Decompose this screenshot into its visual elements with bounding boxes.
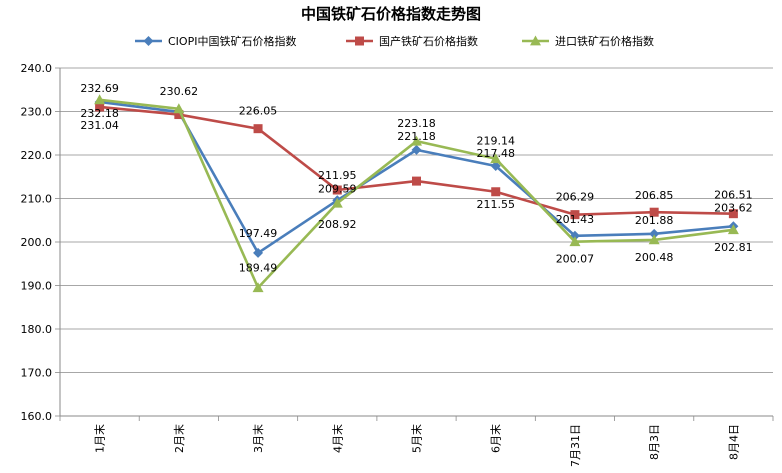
data-label: 232.18 bbox=[80, 107, 119, 120]
data-label: 221.18 bbox=[397, 130, 436, 143]
data-label: 200.07 bbox=[556, 253, 595, 266]
data-label: 219.14 bbox=[476, 135, 515, 148]
y-tick-label: 180.0 bbox=[21, 323, 53, 336]
data-label: 223.18 bbox=[397, 117, 436, 130]
chart-title: 中国铁矿石价格指数走势图 bbox=[301, 5, 481, 23]
data-point-square bbox=[412, 176, 421, 186]
data-point-square bbox=[570, 210, 580, 220]
data-labels: 232.18 197.49 209.59 221.18 217.48 201.43 201.… bbox=[80, 82, 752, 275]
data-point-triangle bbox=[490, 153, 502, 164]
y-tick-label: 220.0 bbox=[21, 149, 53, 162]
data-label: 211.95 bbox=[318, 169, 357, 182]
x-tick-label: 7月31日 bbox=[569, 424, 582, 467]
legend: CIOPI中国铁矿石价格指数 国产铁矿石价格指数 进口铁矿石价格指数 bbox=[135, 34, 654, 48]
data-label: 202.81 bbox=[714, 241, 753, 254]
data-point-diamond bbox=[143, 36, 154, 46]
data-label: 206.29 bbox=[556, 191, 595, 204]
data-point-square bbox=[174, 110, 184, 120]
legend-label: CIOPI中国铁矿石价格指数 bbox=[168, 34, 296, 48]
y-tick-label: 210.0 bbox=[21, 193, 53, 206]
series-layer bbox=[94, 94, 739, 293]
data-point-triangle bbox=[331, 197, 343, 208]
data-label: 189.49 bbox=[239, 262, 278, 275]
data-label: 232.69 bbox=[80, 82, 119, 95]
legend-label: 进口铁矿石价格指数 bbox=[555, 34, 654, 48]
data-label: 230.62 bbox=[160, 85, 199, 98]
x-tick-label: 2月末 bbox=[172, 424, 186, 453]
x-tick-label: 8月3日 bbox=[648, 424, 661, 460]
data-point-square bbox=[649, 207, 659, 217]
y-tick-label: 190.0 bbox=[21, 280, 53, 293]
data-label: 201.88 bbox=[635, 214, 674, 227]
data-point-triangle bbox=[252, 282, 264, 293]
data-label: 208.92 bbox=[318, 218, 357, 231]
x-tick-label: 5月末 bbox=[410, 424, 424, 453]
data-point-triangle bbox=[569, 236, 581, 247]
y-tick-label: 160.0 bbox=[21, 410, 53, 423]
data-point-triangle bbox=[530, 35, 541, 46]
y-tick-label: 230.0 bbox=[21, 106, 53, 119]
data-label: 197.49 bbox=[239, 227, 278, 240]
data-label: 201.43 bbox=[556, 213, 595, 226]
data-label: 209.59 bbox=[318, 182, 357, 195]
data-point-triangle bbox=[173, 103, 185, 114]
data-label: 211.55 bbox=[476, 198, 515, 211]
legend-label: 国产铁矿石价格指数 bbox=[379, 34, 478, 48]
data-point-diamond bbox=[253, 247, 264, 258]
x-tick-label: 8月4日 bbox=[727, 424, 740, 460]
data-point-diamond bbox=[411, 144, 422, 155]
x-tick-label: 4月末 bbox=[330, 424, 344, 453]
data-point-square bbox=[95, 102, 105, 112]
data-point-triangle bbox=[411, 135, 422, 146]
data-point-diamond bbox=[490, 160, 501, 171]
x-tick-label: 3月末 bbox=[251, 424, 265, 453]
data-label: 231.04 bbox=[80, 119, 119, 132]
data-label: 206.51 bbox=[714, 189, 753, 202]
data-point-triangle bbox=[94, 94, 106, 105]
data-point-square bbox=[728, 209, 738, 219]
data-point-triangle bbox=[727, 224, 739, 235]
x-tick-label: 6月末 bbox=[489, 424, 503, 453]
data-point-diamond bbox=[649, 228, 660, 239]
data-point-square bbox=[355, 36, 364, 46]
data-label: 217.48 bbox=[476, 147, 515, 160]
data-label: 200.48 bbox=[635, 251, 674, 264]
data-label: 203.62 bbox=[714, 201, 753, 214]
data-point-triangle bbox=[648, 234, 660, 245]
y-tick-label: 200.0 bbox=[21, 236, 53, 249]
data-label: 226.05 bbox=[239, 105, 278, 118]
y-tick-label: 170.0 bbox=[21, 367, 53, 380]
data-point-square bbox=[491, 187, 501, 197]
y-axis: 160.0 170.0 180.0 190.0 200.0 210.0 220.0 230.0… bbox=[21, 62, 61, 423]
y-tick-label: 240.0 bbox=[21, 62, 53, 75]
data-point-square bbox=[253, 124, 263, 134]
x-axis: 1月末 2月末 3月末 4月末 5月末 6月末 7月31日 8月3日 8月4日 bbox=[59, 415, 774, 467]
data-point-square bbox=[332, 185, 342, 195]
x-tick-label: 1月末 bbox=[93, 424, 107, 453]
data-label: 206.85 bbox=[635, 189, 674, 202]
